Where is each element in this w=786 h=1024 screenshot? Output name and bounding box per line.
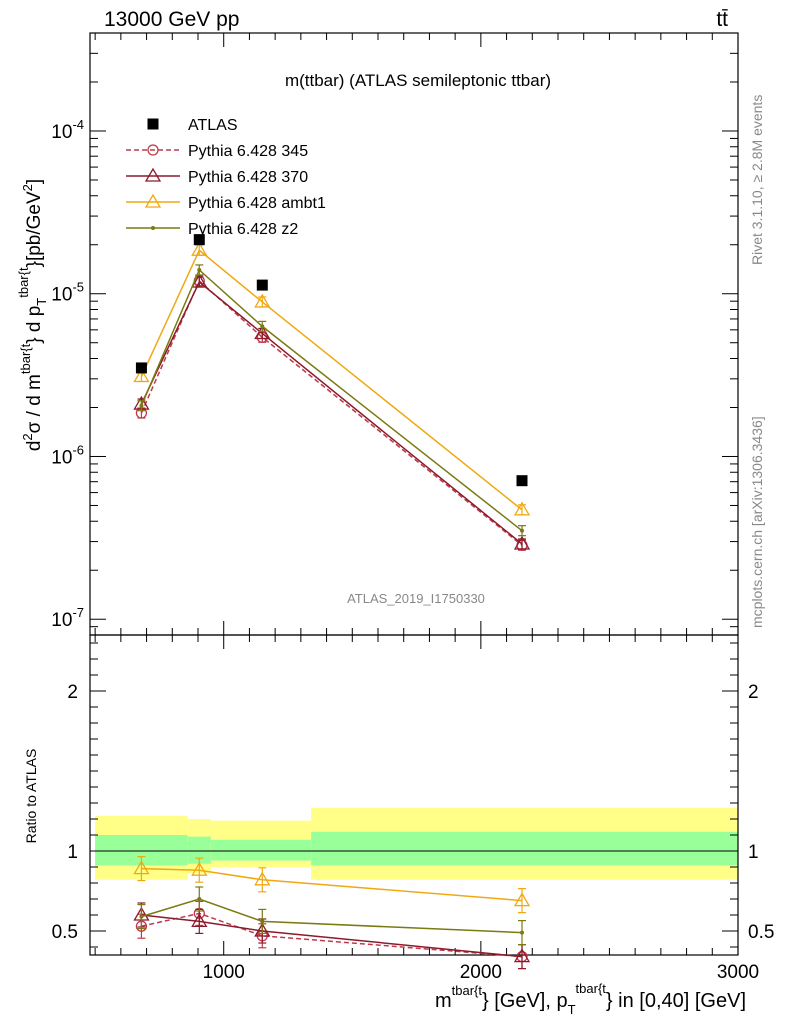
main-series-1-point-2 <box>254 325 271 340</box>
ratio-y-tick-label-left-0.5: 0.5 <box>52 922 78 943</box>
main-y-tick-label--6: 10-6 <box>51 442 84 468</box>
ratio-y-tick-label-left-1: 1 <box>67 842 78 863</box>
ratio-series-2-point-2 <box>254 871 271 886</box>
atlas-data-point-1 <box>193 234 205 246</box>
ratio-series-line-3 <box>141 898 523 934</box>
ratio-inner-band-2 <box>210 839 312 861</box>
legend-marker-2 <box>144 167 162 182</box>
chart-title: m(ttbar) (ATLAS semileptonic ttbar) <box>285 71 551 90</box>
analysis-watermark: ATLAS_2019_I1750330 <box>347 591 485 606</box>
ratio-frame <box>89 634 739 956</box>
x-tick-label-3000: 3000 <box>717 962 759 983</box>
ratio-series-line-2 <box>141 867 523 902</box>
ratio-y-tick-label-right-1: 1 <box>748 842 759 863</box>
main-y-tick-label--5: 10-5 <box>51 280 84 306</box>
main-y-tick-label--7: 10-7 <box>51 605 84 631</box>
rivet-label: Rivet 3.1.10, ≥ 2.8M events <box>749 95 765 265</box>
ratio-series-2-point-1 <box>191 861 208 876</box>
legend-marker-4 <box>151 226 155 230</box>
ratio-series-2-point-3 <box>513 892 531 907</box>
main-series-line-3 <box>140 268 523 532</box>
main-series-3-point-0 <box>139 403 144 408</box>
main-series-3-point-3 <box>520 528 524 533</box>
ratio-y-tick-label-right-2: 2 <box>748 682 759 703</box>
main-series-3-point-1 <box>197 267 202 272</box>
main-series-2-point-2 <box>254 293 271 308</box>
ratio-series-3-point-1 <box>197 897 202 901</box>
mcplots-label: mcplots.cern.ch [arXiv:1306.3436] <box>749 416 765 628</box>
main-series-1-point-3 <box>513 535 531 550</box>
ratio-series-line-1 <box>141 914 523 958</box>
energy-label: 13000 GeV pp <box>104 8 239 31</box>
ratio-series-1-point-1 <box>191 913 208 928</box>
ratio-series-1-point-3 <box>513 948 531 963</box>
ratio-y-tick-label-right-0.5: 0.5 <box>748 922 774 943</box>
main-y-axis-label: d2σ / d mtbar{t} d pTtbar{t}[pb/GeV2] <box>16 179 49 451</box>
legend-marker-3 <box>144 193 162 208</box>
ratio-panel: 1000 2000 3000 0.5 0.5 1 1 2 2 <box>52 634 774 983</box>
main-series-2-point-0 <box>133 368 150 383</box>
ratio-series-3-point-2 <box>260 919 265 924</box>
atlas-data-point-3 <box>516 475 528 487</box>
ratio-series-2-point-0 <box>133 860 150 875</box>
ratio-series-3-point-3 <box>520 930 524 935</box>
legend-marker-0 <box>147 118 159 130</box>
legend-label-0: ATLAS <box>188 117 238 134</box>
ratio-inner-band-1 <box>187 836 211 864</box>
legend-label-2: Pythia 6.428 370 <box>188 169 308 186</box>
ratio-series-3-point-0 <box>139 914 144 919</box>
legend-label-3: Pythia 6.428 ambt1 <box>188 195 326 212</box>
ratio-series-line-0 <box>141 912 523 958</box>
atlas-data-point-2 <box>256 279 268 291</box>
main-series-line-1 <box>140 280 523 545</box>
atlas-data-point-0 <box>135 362 147 374</box>
main-series-line-2 <box>140 249 523 511</box>
legend-marker-1 <box>147 144 159 156</box>
main-series-line-0 <box>140 279 523 546</box>
process-label: tt̄ <box>716 8 728 31</box>
x-tick-label-2000: 2000 <box>460 962 502 983</box>
main-y-tick-label--4: 10-4 <box>51 117 84 143</box>
x-tick-label-1000: 1000 <box>203 962 245 983</box>
ratio-y-tick-label-left-2: 2 <box>67 682 78 703</box>
ratio-series-1-point-2 <box>254 922 271 937</box>
legend-label-1: Pythia 6.428 345 <box>188 143 308 160</box>
main-series-3-point-2 <box>260 324 265 329</box>
main-series-1-point-1 <box>191 273 208 288</box>
main-series-2-point-1 <box>191 241 208 256</box>
main-panel: 10-7 10-6 10-5 10-4 ATLAS Pythia 6.428 345 Pyt… <box>51 32 739 955</box>
legend-label-4: Pythia 6.428 z2 <box>188 221 298 238</box>
main-series-2-point-3 <box>513 501 531 516</box>
ratio-inner-band-3 <box>311 831 738 866</box>
x-axis-label: mtbar{t} [GeV], pTtbar{t} in [0,40] [GeV… <box>435 981 746 1017</box>
ratio-y-axis-label: Ratio to ATLAS <box>23 749 39 844</box>
